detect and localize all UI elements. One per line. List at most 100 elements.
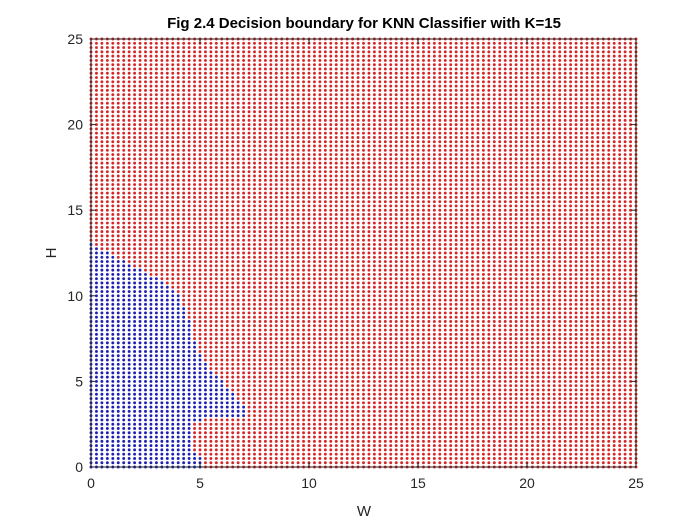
class-red-point [590,332,594,336]
class-red-point [280,328,284,332]
class-red-point [383,345,387,349]
class-red-point [563,320,567,323]
class-red-point [220,358,224,362]
class-red-point [558,362,562,366]
class-red-point [307,260,311,264]
class-red-point [618,260,622,264]
class-red-point [531,435,534,439]
class-red-point [432,302,436,306]
class-blue-point [149,431,153,435]
class-blue-point [127,435,131,439]
class-red-point [509,328,513,332]
class-red-point [323,268,327,272]
class-blue-point [133,320,137,323]
class-red-point [372,285,376,289]
class-red-point [574,349,578,353]
class-red-point [509,367,513,371]
class-red-point [569,375,573,379]
class-red-point [258,277,262,281]
class-red-point [356,401,360,405]
class-blue-point [220,405,224,409]
class-red-point [580,285,583,289]
class-red-point [422,320,425,323]
class-blue-point [127,272,131,276]
class-red-point [302,444,305,448]
class-blue-point [100,401,104,405]
class-red-point [476,418,480,422]
class-red-point [574,409,578,413]
class-red-point [345,422,349,426]
class-red-point [590,290,594,293]
class-red-point [329,444,333,448]
class-red-point [247,337,251,341]
class-red-point [471,358,474,362]
class-red-point [531,375,534,379]
class-red-point [503,315,507,319]
class-red-point [405,435,409,439]
class-red-point [618,439,622,443]
class-red-point [253,456,256,460]
class-red-point [291,277,295,281]
class-red-point [411,456,414,460]
class-red-point [601,439,605,443]
class-red-point [198,294,202,298]
class-red-point [280,392,284,396]
class-red-point [503,456,507,460]
class-red-point [541,444,545,448]
class-red-point [601,290,605,293]
class-red-point [481,427,485,430]
class-red-point [465,362,469,366]
class-red-point [362,414,365,418]
class-red-point [563,431,567,435]
class-red-point [394,320,398,323]
class-red-point [629,461,632,465]
class-red-point [531,281,534,285]
class-red-point [623,260,627,264]
class-red-point [547,452,551,456]
class-blue-point [176,452,180,456]
class-red-point [596,358,600,362]
class-red-point [547,439,551,443]
class-blue-point [138,456,142,460]
class-red-point [432,268,436,272]
class-red-point [334,268,338,272]
class-blue-point [165,315,169,319]
class-blue-point [133,281,137,285]
class-red-point [454,379,458,383]
class-red-point [432,388,436,392]
class-blue-point [182,341,186,345]
class-red-point [144,260,147,264]
class-red-point [460,409,464,413]
class-red-point [405,354,409,358]
class-red-point [498,444,502,448]
class-blue-point [138,320,142,323]
class-blue-point [133,444,137,448]
class-red-point [481,461,485,465]
class-red-point [520,409,523,413]
class-blue-point [149,401,153,405]
class-red-point [362,277,365,281]
class-red-point [307,367,311,371]
class-blue-point [165,345,169,349]
class-red-point [307,349,311,353]
class-blue-point [138,311,142,315]
class-red-point [351,277,355,281]
class-red-point [465,260,469,264]
class-red-point [612,435,616,439]
class-red-point [487,367,491,371]
class-red-point [400,448,404,452]
class-red-point [214,255,218,259]
class-red-point [160,264,164,268]
class-red-point [340,302,344,306]
class-red-point [432,272,436,276]
class-red-point [607,384,611,388]
class-red-point [411,397,414,400]
class-red-point [563,315,567,319]
class-red-point [329,264,333,268]
class-blue-point [165,452,169,456]
class-red-point [313,435,316,439]
class-red-point [345,397,349,400]
class-blue-point [149,362,153,366]
class-red-point [422,358,425,362]
class-red-point [340,409,344,413]
